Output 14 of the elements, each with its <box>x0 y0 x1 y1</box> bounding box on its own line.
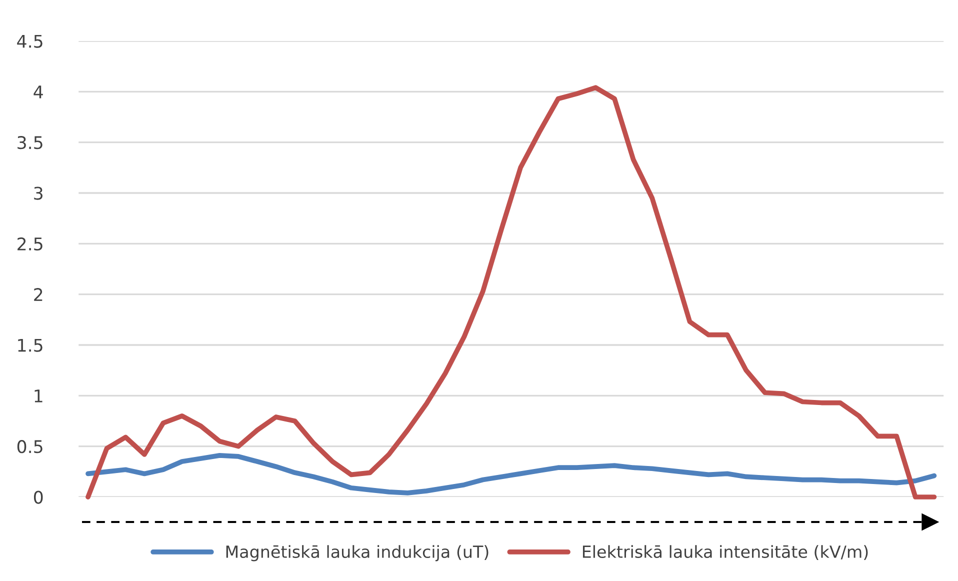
y-tick-label: 4.5 <box>17 34 42 48</box>
y-tick-label: 4 <box>34 86 43 98</box>
y-tick-label: 2.5 <box>18 237 42 251</box>
y-tick-label: 3.5 <box>18 136 42 150</box>
line-series <box>86 453 937 496</box>
legend-label: Elektriskā lauka intensitāte (kV/m) <box>582 545 868 560</box>
y-tick-label: 2 <box>34 288 42 301</box>
y-tick-label: 0 <box>34 490 43 504</box>
y-tick-label: 0.5 <box>17 440 42 454</box>
line-series <box>86 85 937 500</box>
legend-label: Magnētiskā lauka indukcija (uT) <box>226 545 488 562</box>
y-tick-label: 3 <box>34 186 42 200</box>
y-tick-label: 1.5 <box>18 338 42 352</box>
y-tick-label: 1 <box>34 390 42 402</box>
